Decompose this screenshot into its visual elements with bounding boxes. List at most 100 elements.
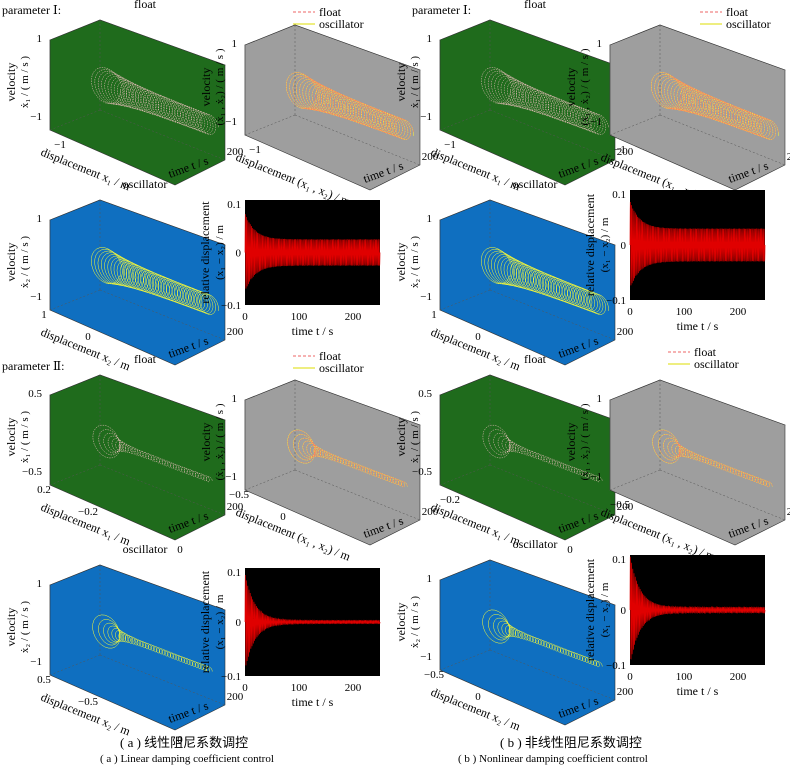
tick-velocity-top: 1 <box>232 393 238 405</box>
tick-displacement: −1 <box>444 139 456 151</box>
panel-b-II-combined: 1−1−0.5200velocity(ẋ₁ , ẋ₂) / ( m / s )d… <box>564 379 790 564</box>
tick-displacement: 0 <box>85 331 91 343</box>
y-tick: 0 <box>236 617 242 629</box>
grid-edge <box>244 114 296 136</box>
oscillator-trajectory <box>92 614 213 673</box>
x-tick: 100 <box>676 671 693 683</box>
tick-time: 0 <box>567 544 573 556</box>
velocity-axis-symbol: (ẋ₁ , ẋ₂) / ( m / s ) <box>214 48 226 125</box>
grid-edge <box>439 649 491 671</box>
legend-float-label: float <box>726 5 749 19</box>
grid-edge <box>99 109 226 161</box>
velocity-axis-label: velocity <box>564 423 578 462</box>
tick-time: 200 <box>227 691 244 703</box>
grid-edge <box>99 289 226 341</box>
relative-displacement-line <box>244 214 381 289</box>
tick-time: 200 <box>422 151 439 163</box>
oscillator-trajectory <box>91 247 219 315</box>
panel-title: oscillator <box>123 177 168 191</box>
velocity-axis-symbol: ẋ₂ / ( m / s ) <box>409 596 421 648</box>
grid-edge <box>99 654 226 706</box>
tick-displacement: −0.5 <box>229 489 249 501</box>
x-axis-label: time t / s <box>677 319 719 333</box>
velocity-axis-symbol: (ẋ₁ , ẋ₂) / ( m / s ) <box>579 403 591 480</box>
float-trajectory <box>286 72 414 140</box>
tick-time: 200 <box>227 146 244 158</box>
grid-edge <box>609 469 661 491</box>
grid-edge <box>244 469 296 491</box>
tick-displacement: 0 <box>475 691 481 703</box>
float-trajectory <box>651 72 779 140</box>
relative-displacement-line <box>629 201 766 286</box>
x-tick: 0 <box>242 682 248 694</box>
grid-edge <box>609 114 661 136</box>
tick-displacement: −1 <box>249 144 261 156</box>
grid-edge <box>294 469 421 521</box>
tick-velocity-bottom: −1 <box>590 471 602 483</box>
grid-edge <box>659 469 786 521</box>
y-axis-label-symbol: (x₁ − x₂) / m <box>599 217 611 272</box>
oscillator-trajectory <box>482 609 603 668</box>
legend-osc-label: oscillator <box>694 357 739 371</box>
y-tick: 0.1 <box>612 189 626 201</box>
tick-velocity-top: 0.5 <box>28 388 42 400</box>
velocity-axis-symbol: ẋ₁ / ( m / s ) <box>19 56 31 108</box>
tick-time: 200 <box>227 326 244 338</box>
tick-velocity-bottom: −1 <box>420 291 432 303</box>
y-tick: 0 <box>621 605 627 617</box>
grid-edge <box>99 464 226 516</box>
y-tick: −0.1 <box>221 300 241 312</box>
tick-velocity-bottom: −1 <box>590 116 602 128</box>
tick-displacement: −0.5 <box>78 696 98 708</box>
legend-float-label: float <box>319 5 342 19</box>
y-axis-label-symbol: (x₁ − x₂) / m <box>214 594 226 649</box>
y-tick: 0.1 <box>612 554 626 566</box>
tick-time: 200 <box>617 686 634 698</box>
float-trajectory <box>91 67 219 135</box>
panel-title: oscillator <box>513 177 558 191</box>
caption-b-zh: ( b ) 非线性阻尼系数调控 <box>500 735 642 750</box>
tick-velocity-top: 1 <box>37 578 43 590</box>
tick-velocity-bottom: −0.5 <box>412 466 432 478</box>
tick-velocity-bottom: −1 <box>420 111 432 123</box>
grid-edge <box>49 464 101 486</box>
y-axis-label-symbol: (x₁ − x₂) / m <box>599 582 611 637</box>
y-tick: −0.1 <box>606 660 626 672</box>
tick-displacement: 1 <box>41 309 47 321</box>
caption-a-en: ( a ) Linear damping coefficient control <box>100 753 274 765</box>
tick-velocity-bottom: −1 <box>30 656 42 668</box>
parameter-1-label: parameter Ⅰ: <box>412 3 471 17</box>
float-trajectory <box>481 67 609 135</box>
x-axis-label: time t / s <box>292 324 334 338</box>
relative-displacement-line <box>244 574 381 666</box>
tick-velocity-bottom: −0.5 <box>22 466 42 478</box>
x-tick: 200 <box>730 306 747 318</box>
y-axis-label: relative displacement <box>583 558 597 661</box>
grid-edge <box>659 114 786 166</box>
tick-time: 200 <box>617 146 634 158</box>
tick-displacement: −0.2 <box>440 494 460 506</box>
y-axis-label: relative displacement <box>198 570 212 673</box>
velocity-axis-symbol: ẋ₂ / ( m / s ) <box>409 236 421 288</box>
tick-time: 200 <box>617 326 634 338</box>
grid-edge <box>439 289 491 311</box>
y-axis-label: relative displacement <box>198 201 212 304</box>
grid-edge <box>294 114 421 166</box>
relative-displacement-line <box>629 556 766 660</box>
velocity-axis-symbol: ẋ₁ / ( m / s ) <box>409 56 421 108</box>
tick-velocity-bottom: −1 <box>225 116 237 128</box>
panel-title: float <box>524 0 547 11</box>
caption-b-en: ( b ) Nonlinear damping coefficient cont… <box>458 753 648 765</box>
